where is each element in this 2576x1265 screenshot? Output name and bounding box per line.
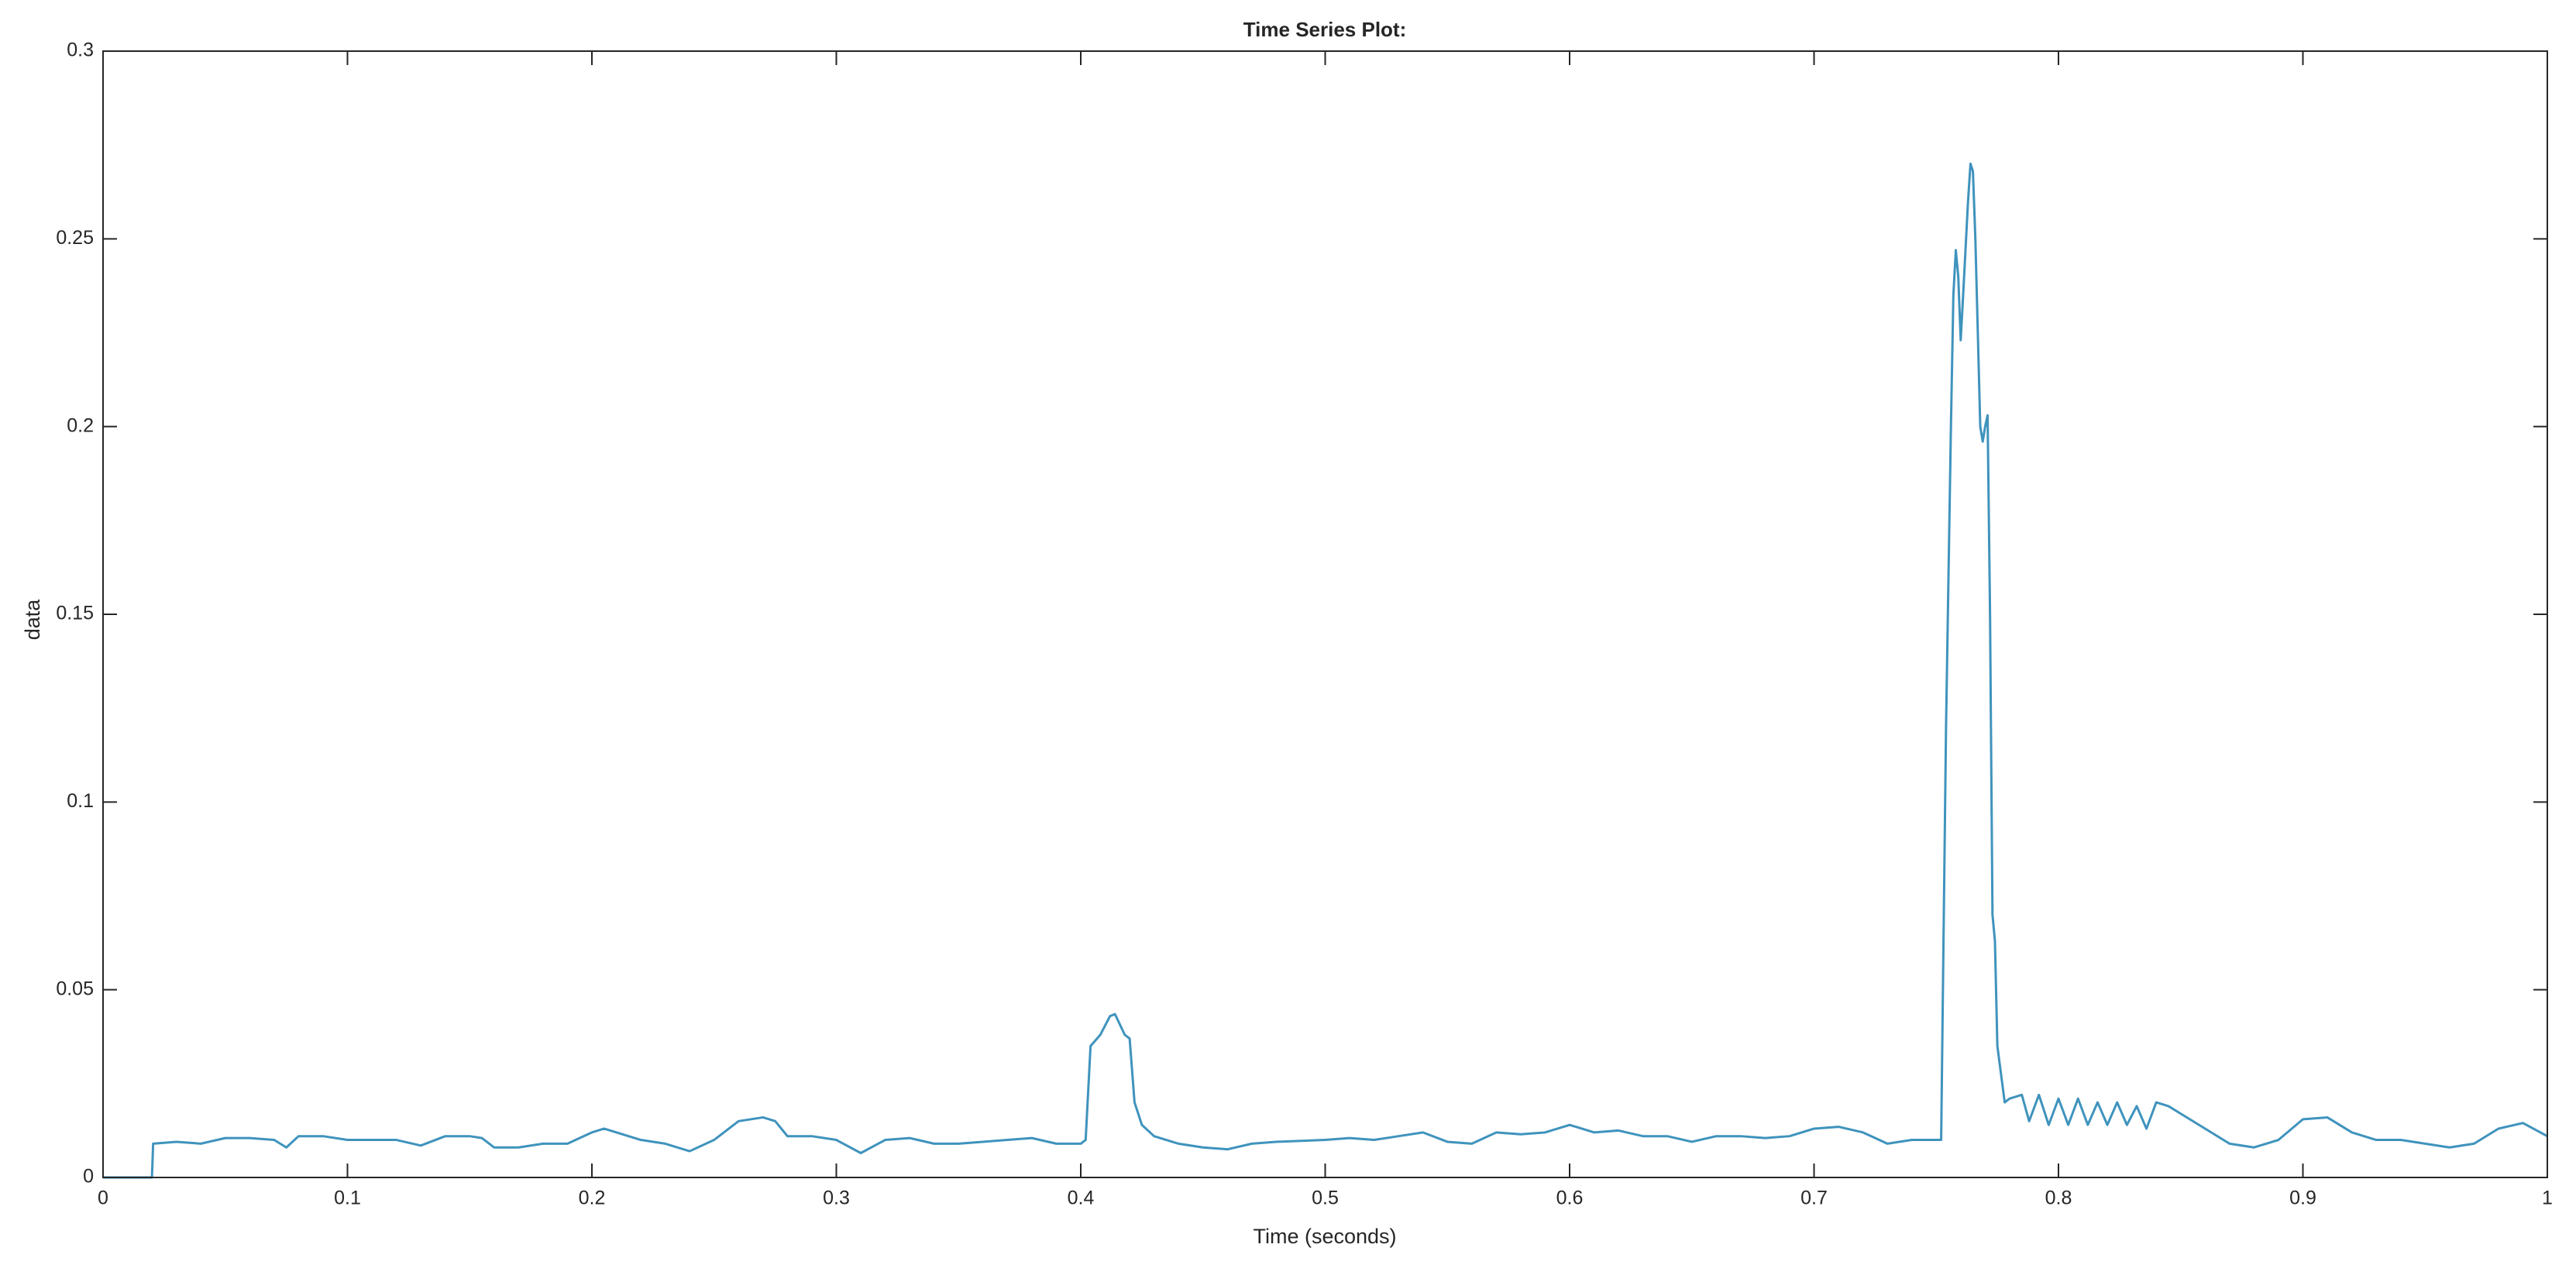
x-tick-label: 0.3 [823, 1188, 850, 1209]
x-tick-label: 0.8 [2045, 1188, 2072, 1209]
y-tick-label: 0.05 [56, 978, 94, 999]
x-tick-label: 0 [98, 1188, 108, 1209]
x-tick-label: 0.9 [2289, 1188, 2316, 1209]
x-tick-label: 0.7 [1800, 1188, 1828, 1209]
x-axis-label: Time (seconds) [1253, 1225, 1396, 1248]
y-tick-label: 0.2 [67, 414, 94, 436]
x-tick-label: 0.5 [1312, 1188, 1339, 1209]
y-tick-label: 0 [83, 1166, 94, 1188]
y-tick-label: 0.1 [67, 790, 94, 812]
x-tick-label: 1 [2542, 1188, 2553, 1209]
y-axis-label: data [21, 599, 44, 641]
chart-title: Time Series Plot: [1243, 18, 1407, 41]
x-tick-label: 0.6 [1556, 1188, 1584, 1209]
x-tick-label: 0.4 [1068, 1188, 1095, 1209]
x-tick-label: 0.1 [334, 1188, 361, 1209]
x-tick-label: 0.2 [579, 1188, 606, 1209]
y-tick-label: 0.3 [67, 40, 94, 61]
y-tick-label: 0.25 [56, 227, 94, 249]
axes-box [102, 50, 2548, 1178]
y-tick-label: 0.15 [56, 603, 94, 624]
data-line [103, 162, 2548, 1179]
